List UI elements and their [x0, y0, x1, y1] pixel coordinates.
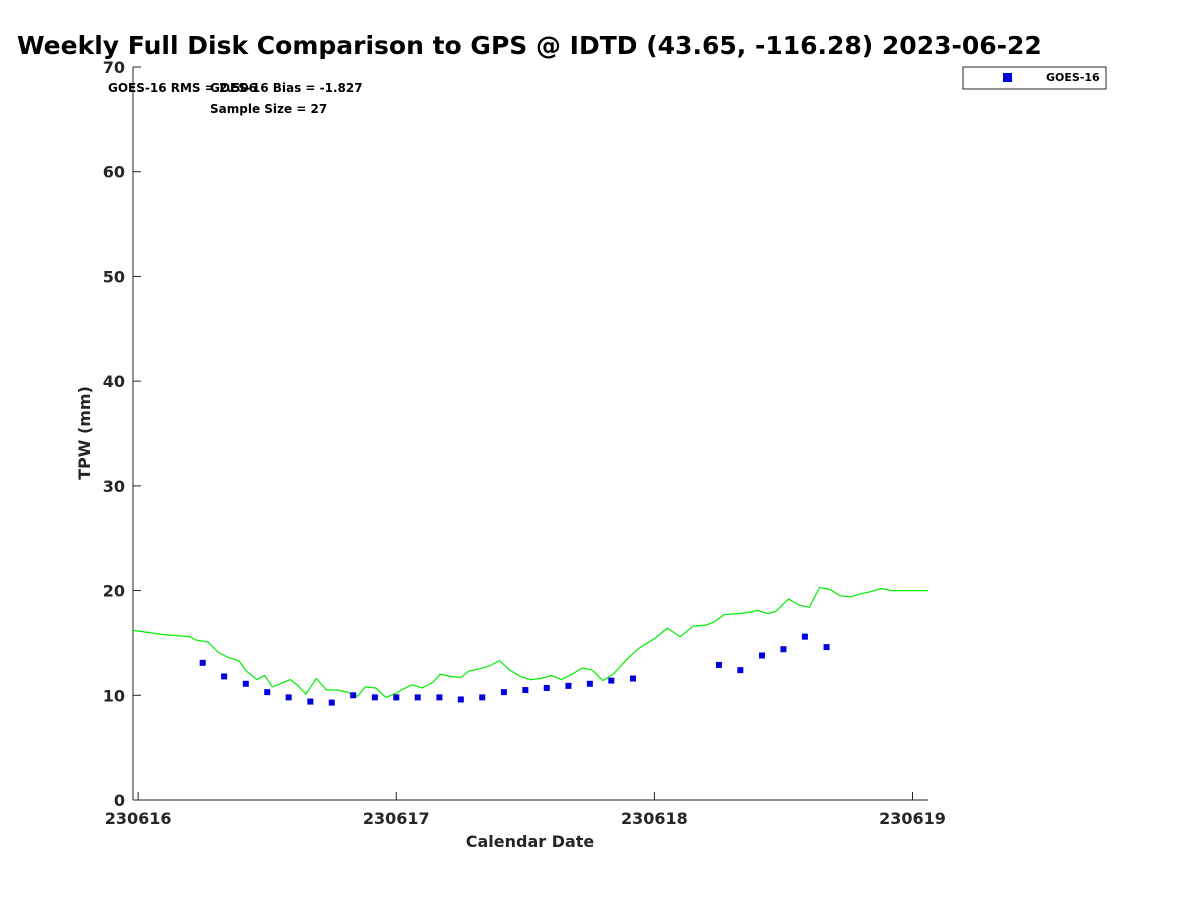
goes16-point [242, 680, 249, 687]
legend: GOES-16 [962, 66, 1107, 90]
goes16-point [414, 694, 421, 701]
rms-annotation: GOES-16 RMS = 2.506 [108, 81, 257, 95]
goes16-point [350, 692, 357, 699]
y-tick-label: 30 [103, 477, 125, 496]
goes16-point [393, 694, 400, 701]
legend-label-goes16: GOES-16 [1046, 71, 1100, 84]
x-tick-label: 230619 [879, 809, 946, 828]
bias-annotation: GOES-16 Bias = -1.827 [210, 81, 363, 95]
goes16-point [221, 673, 228, 680]
goes16-point [629, 675, 636, 682]
y-tick-label: 70 [103, 58, 125, 77]
goes16-point [371, 694, 378, 701]
y-tick-label: 0 [114, 791, 125, 810]
goes16-point [285, 694, 292, 701]
y-ticks: 0 10 20 30 40 50 60 70 [103, 58, 141, 810]
goes16-point [479, 694, 486, 701]
goes16-point [823, 644, 830, 651]
goes16-point [457, 696, 464, 703]
goes16-point [759, 652, 766, 659]
goes16-point [307, 698, 314, 705]
y-tick-label: 40 [103, 372, 125, 391]
goes16-point [737, 667, 744, 674]
gps-tpw-line [132, 586, 928, 699]
y-tick-label: 60 [103, 163, 125, 182]
goes16-point [608, 677, 615, 684]
goes16-point [801, 633, 808, 640]
stats-annotations: GOES-16 RMS = 2.506 GOES-16 Bias = -1.82… [108, 81, 363, 116]
sample-size-annotation: Sample Size = 27 [210, 102, 327, 116]
goes16-point [780, 646, 787, 653]
x-ticks: 230616 230617 230618 230619 [105, 792, 946, 828]
y-tick-label: 10 [103, 686, 125, 705]
goes16-point [522, 687, 529, 694]
y-tick-label: 20 [103, 582, 125, 601]
y-axis-label: TPW (mm) [75, 386, 94, 480]
legend-box [962, 66, 1107, 90]
goes16-point [543, 684, 550, 691]
goes16-point [264, 689, 271, 696]
goes16-point [436, 694, 443, 701]
gps-line-series [132, 586, 928, 699]
goes16-point [715, 661, 722, 668]
x-tick-label: 230616 [105, 809, 172, 828]
axes [132, 67, 928, 801]
goes16-point [586, 680, 593, 687]
x-axis-label: Calendar Date [466, 832, 595, 851]
legend-marker-goes16 [1003, 73, 1012, 82]
x-tick-label: 230617 [363, 809, 430, 828]
goes16-point [328, 699, 335, 706]
x-tick-label: 230618 [621, 809, 688, 828]
chart-title: Weekly Full Disk Comparison to GPS @ IDT… [17, 31, 1042, 60]
goes16-scatter-series [199, 633, 830, 706]
y-tick-label: 50 [103, 267, 125, 286]
goes16-point [500, 689, 507, 696]
goes16-point [565, 682, 572, 689]
goes16-point [199, 659, 206, 666]
